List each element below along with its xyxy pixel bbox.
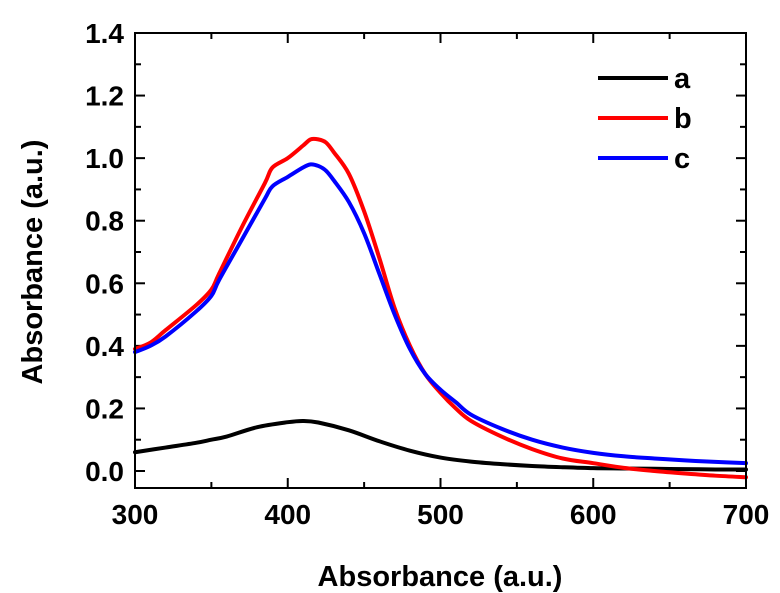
x-tick-label: 500	[417, 499, 464, 530]
x-tick-label: 600	[570, 499, 617, 530]
labels-layer: 300 400 500 600 700 0.0 0.2 0.4 0.6 0.8 1.0 1.2 1.4	[85, 18, 769, 530]
y-tick-label: 0.2	[85, 393, 124, 424]
series-b-line	[133, 136, 748, 480]
y-tick-label: 0.6	[85, 268, 124, 299]
legend-label-c: c	[674, 143, 690, 175]
y-tick-label: 1.0	[85, 143, 124, 174]
series-layer	[133, 136, 748, 480]
x-tick-label: 300	[112, 499, 159, 530]
legend: abc	[598, 63, 692, 175]
y-axis-title: Absorbance (a.u.)	[17, 140, 49, 385]
plot-frame	[134, 32, 747, 489]
y-tick-label: 0.4	[85, 331, 124, 362]
x-axis-title: Absorbance (a.u.)	[318, 561, 563, 593]
y-tick-label: 1.4	[85, 18, 124, 49]
x-tick-label: 400	[264, 499, 311, 530]
series-a-line	[133, 418, 748, 472]
y-tick-label: 0.0	[85, 456, 124, 487]
legend-label-b: b	[674, 103, 692, 135]
x-tick-label: 700	[723, 499, 770, 530]
y-tick-label: 0.8	[85, 206, 124, 237]
legend-label-a: a	[674, 63, 691, 95]
y-tick-label: 1.2	[85, 81, 124, 112]
series-c-line	[133, 162, 748, 466]
